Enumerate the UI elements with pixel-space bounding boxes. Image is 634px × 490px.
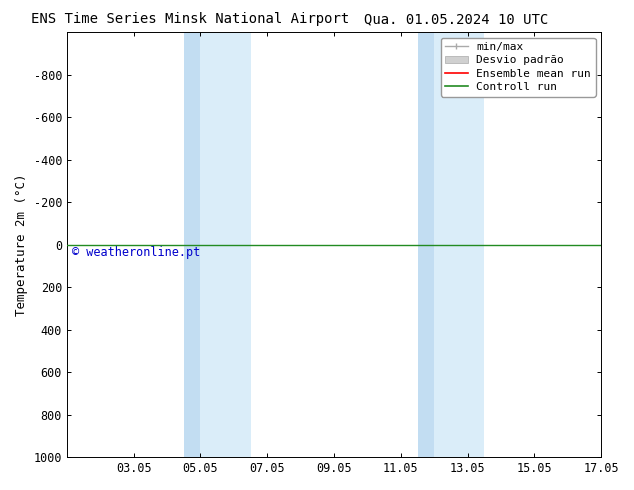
Text: © weatheronline.pt: © weatheronline.pt [72,246,200,259]
Bar [184,32,200,457]
Text: ENS Time Series Minsk National Airport: ENS Time Series Minsk National Airport [31,12,349,26]
Text: Qua. 01.05.2024 10 UTC: Qua. 01.05.2024 10 UTC [365,12,548,26]
Legend: min/max, Desvio padrão, Ensemble mean run, Controll run: min/max, Desvio padrão, Ensemble mean ru… [441,38,595,97]
Bar [418,32,434,457]
Bar [200,32,250,457]
Y-axis label: Temperature 2m (°C): Temperature 2m (°C) [15,173,28,316]
Bar [434,32,484,457]
